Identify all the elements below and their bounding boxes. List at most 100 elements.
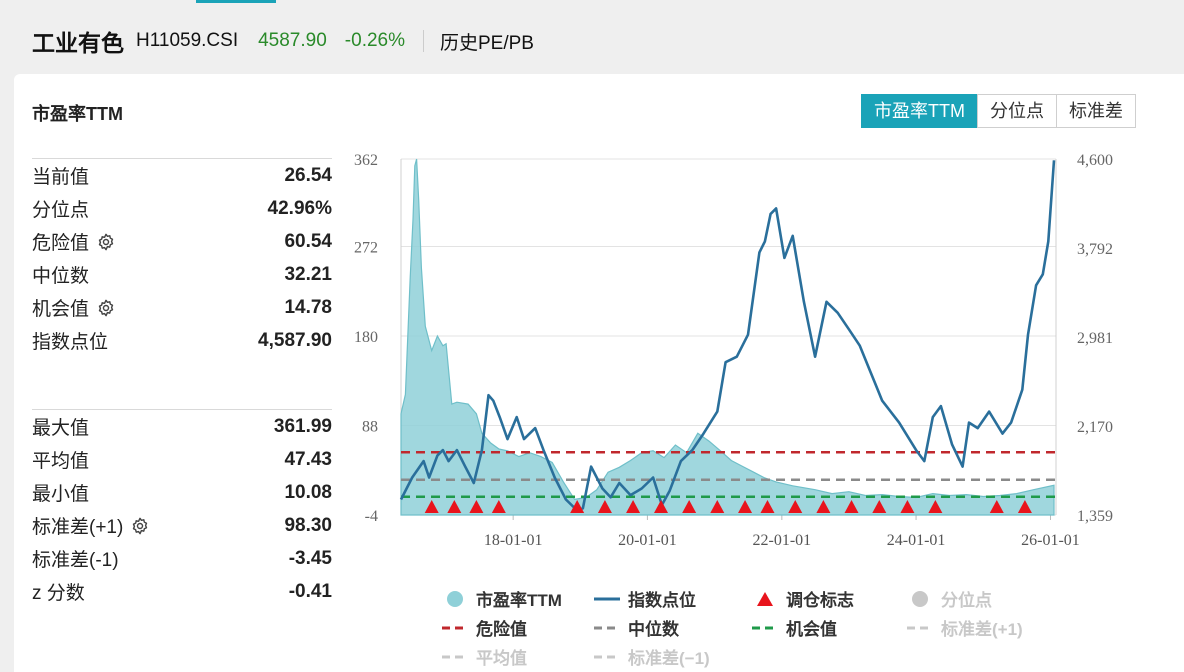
header-divider: [423, 30, 424, 52]
stat-label-text: z 分数: [32, 583, 85, 604]
stat-label: 机会值: [32, 294, 115, 321]
legend-label: 标准差(+1): [941, 620, 1023, 639]
stat-label: z 分数: [32, 578, 85, 605]
index-line: [399, 160, 1056, 512]
stat-label-text: 标准差(+1): [32, 517, 124, 538]
rebalance-marker: [597, 500, 612, 513]
rebalance-marker: [424, 500, 439, 513]
rebalance-marker: [570, 500, 585, 513]
legend-item[interactable]: 调仓标志: [752, 586, 854, 611]
y-left-tick-label: 88: [362, 419, 378, 436]
metric-tabs: 市盈率TTM 分位点 标准差: [861, 94, 1136, 128]
y-left-tick-label: 180: [354, 329, 378, 346]
legend-label: 标准差(−1): [628, 649, 710, 668]
rebalance-marker: [900, 500, 915, 513]
rebalance-marker: [989, 500, 1004, 513]
stat-value: -0.41: [288, 580, 332, 602]
stat-row: 标准差(-1) -3.45: [32, 542, 332, 575]
index-header: 工业有色 H11059.CSI 4587.90 -0.26% 历史PE/PB: [0, 8, 1184, 74]
legend-dash-icon: [442, 655, 468, 658]
x-tick-label: 18-01-01: [484, 532, 543, 549]
legend-item[interactable]: 危险值: [442, 615, 527, 640]
stat-row: 分位点 42.96%: [32, 192, 332, 225]
legend-item[interactable]: 标准差(−1): [594, 644, 710, 669]
stat-row: 指数点位 4,587.90: [32, 324, 332, 357]
stat-label: 当前值: [32, 162, 89, 189]
rebalance-marker: [1017, 500, 1032, 513]
stat-label-text: 最大值: [32, 418, 90, 439]
stat-row: 标准差(+1) 98.30: [32, 509, 332, 542]
stat-label: 平均值: [32, 446, 89, 473]
rebalance-marker: [928, 500, 943, 513]
stat-label: 最小值: [32, 479, 89, 506]
stat-label-text: 分位点: [32, 200, 90, 221]
stat-label: 最大值: [32, 413, 89, 440]
gear-icon[interactable]: [97, 299, 115, 317]
stat-value: 4,587.90: [258, 329, 332, 351]
x-tick-label: 22-01-01: [752, 532, 811, 549]
stat-row: 机会值 14.78: [32, 291, 332, 324]
stat-value: 60.54: [284, 230, 332, 252]
legend-dash-icon: [594, 655, 620, 658]
y-left-tick-label: 362: [354, 152, 378, 169]
stat-value: 47.43: [284, 448, 332, 470]
index-name: 工业有色: [32, 30, 124, 56]
y-left-tick-label: 272: [354, 240, 378, 257]
stat-label-text: 指数点位: [32, 332, 109, 353]
legend-circle-icon: [447, 590, 463, 607]
rebalance-marker: [447, 500, 462, 513]
legend-item[interactable]: 中位数: [594, 615, 679, 640]
legend-item[interactable]: 平均值: [442, 644, 527, 669]
stat-label-text: 中位数: [32, 266, 90, 287]
y-left-tick-label: -4: [365, 508, 378, 525]
legend-dash-icon: [442, 626, 468, 629]
legend-label: 中位数: [628, 620, 679, 639]
y-right-tick-label: 2,170: [1077, 419, 1113, 436]
pe-card: 市盈率TTM 市盈率TTM 分位点 标准差 当前值 26.54 分位点 42.96% 危…: [14, 74, 1184, 672]
rebalance-marker: [654, 500, 669, 513]
legend-label: 调仓标志: [786, 591, 854, 610]
stat-value: 32.21: [284, 263, 332, 285]
card-title: 市盈率TTM: [32, 104, 123, 124]
stat-row: z 分数 -0.41: [32, 575, 332, 608]
stat-label-text: 危险值: [32, 233, 90, 254]
index-code: H11059.CSI: [136, 30, 239, 51]
index-price: 4587.90: [258, 30, 327, 51]
stat-row: 最小值 10.08: [32, 476, 332, 509]
rebalance-marker: [491, 500, 506, 513]
x-tick-label: 20-01-01: [618, 532, 677, 549]
rebalance-marker: [469, 500, 484, 513]
rebalance-marker: [872, 500, 887, 513]
legend-item[interactable]: 分位点: [907, 586, 992, 611]
stat-label-text: 标准差(-1): [32, 550, 119, 571]
top-tab-accent: [196, 0, 276, 3]
gear-icon[interactable]: [131, 517, 149, 535]
legend-dash-icon: [594, 626, 620, 629]
legend-item[interactable]: 市盈率TTM: [442, 586, 562, 611]
stat-label: 分位点: [32, 195, 89, 222]
history-pe-pb-link[interactable]: 历史PE/PB: [440, 32, 534, 54]
gear-icon[interactable]: [97, 233, 115, 251]
stat-row: 中位数 32.21: [32, 258, 332, 291]
y-right-tick-label: 2,981: [1077, 330, 1113, 347]
rebalance-marker: [710, 500, 725, 513]
tab-std-dev[interactable]: 标准差: [1055, 94, 1136, 128]
legend-dash-icon: [752, 626, 778, 629]
stats-group-current: 当前值 26.54 分位点 42.96% 危险值 60.54 中位数 32.21 机会值 14.7…: [32, 158, 332, 357]
legend-dash-icon: [907, 626, 933, 629]
legend-label: 分位点: [941, 591, 992, 610]
stat-label-text: 平均值: [32, 451, 90, 472]
legend-triangle-icon: [757, 591, 773, 606]
legend-label: 机会值: [786, 620, 837, 639]
legend-label: 指数点位: [628, 591, 696, 610]
legend-label: 平均值: [476, 649, 527, 668]
legend-item[interactable]: 机会值: [752, 615, 837, 640]
legend-item[interactable]: 标准差(+1): [907, 615, 1023, 640]
rebalance-marker: [816, 500, 831, 513]
stats-divider: [32, 409, 332, 410]
legend-item[interactable]: 指数点位: [594, 586, 696, 611]
stat-value: 26.54: [284, 164, 332, 186]
stat-row: 危险值 60.54: [32, 225, 332, 258]
rebalance-marker: [844, 500, 859, 513]
stat-label-text: 当前值: [32, 167, 90, 188]
